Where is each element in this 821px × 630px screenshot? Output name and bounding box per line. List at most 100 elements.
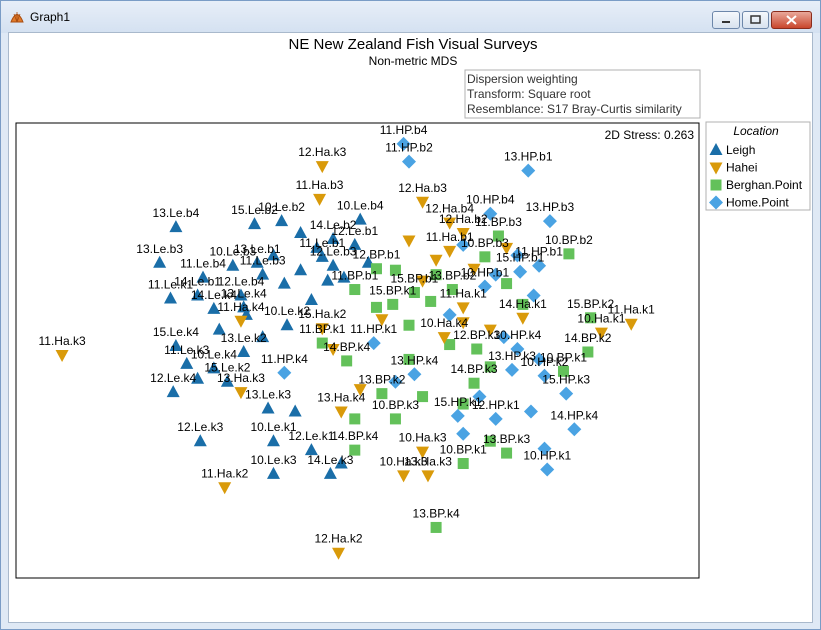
minimize-button[interactable] [712, 11, 740, 29]
point-label: 10.Le.k1 [250, 420, 296, 434]
data-point [402, 235, 416, 248]
point-label: 13.BP.k2 [358, 373, 405, 387]
data-point [237, 300, 251, 313]
data-point [537, 368, 552, 383]
data-point [234, 387, 248, 400]
point-label: 11.HP.k4 [261, 352, 308, 366]
point-label: 10.BP.b2 [545, 233, 593, 247]
data-point [567, 422, 582, 437]
point-label: 11.BP.b1 [331, 269, 378, 283]
data-point [294, 263, 308, 276]
point-label: 15.BP.k2 [567, 297, 614, 311]
point-label: 12.Ha.k2 [315, 532, 363, 546]
data-point [456, 302, 470, 315]
data-point [407, 367, 422, 382]
point-label: 11.Le.b3 [240, 254, 286, 268]
data-point [430, 269, 442, 281]
data-point [479, 251, 491, 263]
data-point [323, 466, 337, 479]
data-point [483, 324, 497, 337]
data-point [585, 312, 597, 324]
data-point [326, 231, 340, 244]
legend-entry-label: Hahei [726, 161, 757, 175]
data-point [421, 470, 435, 483]
data-point [275, 214, 289, 227]
title-bar[interactable]: Graph1 [1, 1, 820, 33]
data-point [207, 301, 221, 314]
data-point [513, 264, 528, 279]
point-label: 11.Ha.k1 [608, 303, 655, 317]
data-point [456, 426, 471, 441]
legend-marker [710, 179, 722, 191]
close-button[interactable] [771, 11, 812, 29]
point-label: 14.HP.k4 [550, 408, 598, 422]
data-point [326, 344, 340, 357]
point-label: 14.Ha.k1 [499, 297, 547, 311]
data-point [349, 413, 361, 425]
data-point [266, 248, 280, 261]
data-point [396, 136, 411, 151]
data-point [425, 295, 437, 307]
maximize-button[interactable] [742, 11, 769, 29]
data-point [294, 226, 308, 239]
data-point [516, 312, 530, 325]
data-point [180, 356, 194, 369]
point-label: 14.BP.k3 [450, 362, 497, 376]
data-point [349, 284, 361, 296]
data-point [315, 161, 329, 174]
point-label: 11.Ha.b3 [296, 178, 344, 192]
data-point [370, 301, 382, 313]
point-label: 11.Ha.b1 [426, 230, 474, 244]
point-label: 14.Le.b1 [174, 274, 221, 288]
info-line-3: Resemblance: S17 Bray-Curtis similarity [467, 102, 682, 116]
point-label: 10.BP.k1 [440, 443, 487, 457]
point-label: 15.BP.b1 [391, 272, 439, 286]
data-point [218, 482, 232, 495]
point-label: 13.BP.k3 [483, 432, 530, 446]
data-point [456, 228, 470, 241]
data-point [234, 315, 248, 328]
legend-entry-label: Leigh [726, 143, 755, 157]
point-label: 11.Le.k3 [164, 343, 209, 357]
data-point [348, 237, 362, 250]
data-point [444, 339, 456, 351]
legend-marker [709, 162, 723, 175]
point-label: 11.Ha.k1 [440, 286, 487, 300]
data-point [277, 365, 292, 380]
point-label: 10.HP.k4 [494, 328, 542, 342]
point-label: 11.HP.k1 [350, 322, 397, 336]
data-point [349, 444, 361, 456]
point-label: 10.Ha.k3 [399, 431, 447, 445]
point-label: 13.BP.b2 [428, 269, 476, 283]
point-label: 15.Le.k4 [153, 325, 199, 339]
data-point [467, 263, 481, 276]
point-label: 13.Le.b1 [234, 242, 281, 256]
data-point [310, 240, 324, 253]
data-point [389, 413, 401, 425]
data-point [430, 521, 442, 533]
data-point [334, 406, 348, 419]
data-point [196, 270, 210, 283]
data-point [416, 446, 430, 459]
data-point [484, 435, 496, 447]
point-label: 15.Le.b2 [231, 203, 278, 217]
data-point [457, 458, 469, 470]
point-label: 13.Le.b4 [153, 206, 200, 220]
data-point [397, 470, 411, 483]
data-point [332, 547, 346, 560]
data-point [496, 330, 511, 345]
point-label: 12.Ha.k3 [298, 145, 346, 159]
point-label: 13.Ha.k3 [404, 454, 452, 468]
data-point [517, 298, 529, 310]
data-point [55, 349, 69, 362]
data-point [582, 346, 594, 358]
point-label: 14.BP.k2 [564, 331, 611, 345]
data-point [446, 284, 458, 296]
point-label: 10.BP.k3 [372, 398, 419, 412]
data-point [510, 342, 525, 357]
point-label: 15.Ha.k2 [298, 307, 346, 321]
point-label: 10.Le.k3 [250, 453, 296, 467]
data-point [266, 434, 280, 447]
point-label: 10.BP.b3 [461, 236, 509, 250]
point-label: 14.Le.k4 [191, 288, 237, 302]
